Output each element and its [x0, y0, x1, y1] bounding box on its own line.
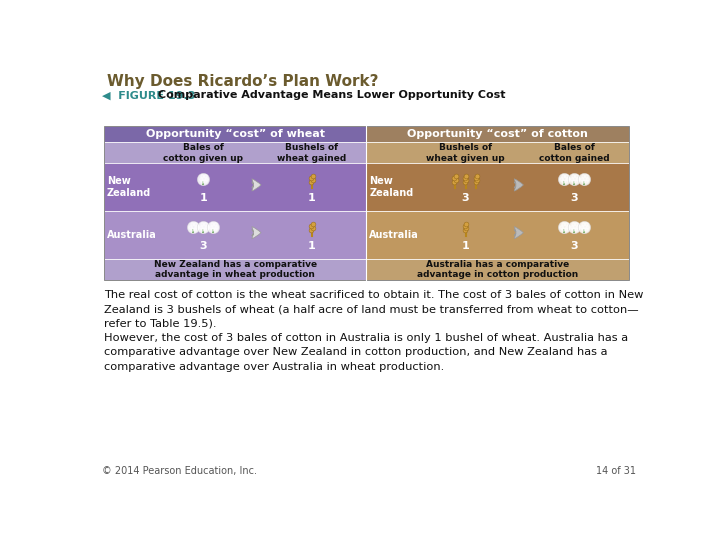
Text: 1: 1	[308, 193, 316, 203]
Text: 3: 3	[570, 193, 578, 203]
Text: New
Zealand: New Zealand	[369, 176, 413, 198]
Bar	[104, 259, 366, 280]
Text: Bushels of
wheat given up: Bushels of wheat given up	[426, 143, 505, 163]
Text: 3: 3	[462, 193, 469, 203]
Text: Bales of
cotton gained: Bales of cotton gained	[539, 143, 610, 163]
Text: The real cost of cotton is the wheat sacrificed to obtain it. The cost of 3 bale: The real cost of cotton is the wheat sac…	[104, 289, 644, 328]
Bar	[104, 126, 629, 280]
Text: Opportunity “cost” of cotton: Opportunity “cost” of cotton	[407, 129, 588, 139]
Text: Australia: Australia	[107, 230, 157, 240]
Text: 1: 1	[462, 241, 469, 251]
Text: Comparative Advantage Means Lower Opportunity Cost: Comparative Advantage Means Lower Opport…	[158, 90, 505, 100]
Text: Bales of
cotton given up: Bales of cotton given up	[163, 143, 243, 163]
Bar	[104, 142, 366, 164]
Bar	[366, 164, 629, 211]
Text: However, the cost of 3 bales of cotton in Australia is only 1 bushel of wheat. A: However, the cost of 3 bales of cotton i…	[104, 333, 628, 372]
Text: 3: 3	[199, 241, 207, 251]
Text: Why Does Ricardo’s Plan Work?: Why Does Ricardo’s Plan Work?	[107, 74, 379, 89]
Text: © 2014 Pearson Education, Inc.: © 2014 Pearson Education, Inc.	[102, 466, 258, 476]
Text: 3: 3	[570, 241, 578, 251]
Text: 14 of 31: 14 of 31	[595, 466, 636, 476]
Text: Australia has a comparative
advantage in cotton production: Australia has a comparative advantage in…	[417, 260, 578, 279]
Text: 1: 1	[308, 241, 316, 251]
Text: ◀  FIGURE 19.3: ◀ FIGURE 19.3	[102, 90, 196, 100]
Text: New Zealand has a comparative
advantage in wheat production: New Zealand has a comparative advantage …	[153, 260, 317, 279]
Bar	[366, 259, 629, 280]
Bar	[104, 164, 366, 211]
Text: New
Zealand: New Zealand	[107, 176, 151, 198]
Bar	[366, 142, 629, 164]
Bar	[366, 211, 629, 259]
Bar	[104, 211, 366, 259]
Bar	[366, 126, 629, 142]
Text: Bushels of
wheat gained: Bushels of wheat gained	[277, 143, 346, 163]
Bar	[104, 126, 366, 142]
Text: 1: 1	[199, 193, 207, 203]
Text: Australia: Australia	[369, 230, 419, 240]
Text: Opportunity “cost” of wheat: Opportunity “cost” of wheat	[145, 129, 325, 139]
